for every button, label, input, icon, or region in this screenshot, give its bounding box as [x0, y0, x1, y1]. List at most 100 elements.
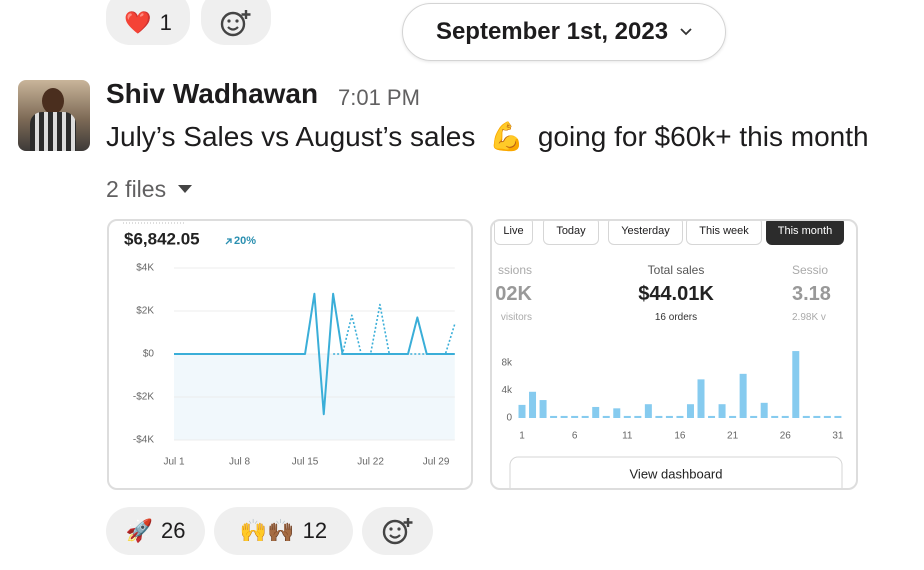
up-arrow [225, 238, 232, 245]
stat-value: $44.01K [638, 283, 714, 305]
add-reaction-icon [382, 518, 412, 545]
bar [708, 415, 716, 418]
y-tick-label: -$4K [133, 435, 154, 446]
bar [813, 415, 821, 418]
x-tick-label: 26 [780, 431, 792, 442]
tab[interactable]: This month [766, 221, 844, 245]
bar [823, 415, 831, 418]
line-chart: $6,842.05 20% $4K $2K $0 -$2K -$4K Jul 1 Jul 8… [123, 222, 456, 468]
reaction-count: 12 [302, 518, 328, 543]
reaction-emoji: 🚀 [125, 518, 153, 543]
bar [634, 415, 642, 418]
bar [792, 351, 800, 418]
bar [623, 415, 631, 418]
stat-label: Sessio [792, 263, 829, 277]
stat-label: ssions [497, 263, 532, 277]
y-tick-label: $4K [136, 263, 154, 274]
files-toggle[interactable]: 2 files [106, 176, 193, 203]
bar [592, 406, 600, 418]
x-tick-label: 31 [832, 431, 844, 442]
file-preview[interactable]: $6,842.05 20% $4K $2K $0 -$2K -$4K Jul 1 Jul 8… [107, 219, 473, 490]
button-label: View dashboard [630, 466, 723, 481]
bar [781, 415, 789, 418]
stat-sub: 16 orders [654, 312, 698, 323]
tab[interactable]: Live [494, 221, 533, 245]
bar [613, 408, 621, 418]
timestamp[interactable]: 7:01 PM [338, 85, 420, 110]
author[interactable]: Shiv Wadhawan [106, 78, 319, 109]
line-series [333, 303, 456, 355]
date-divider[interactable]: September 1st, 2023 [402, 3, 726, 61]
reaction-count: 1 [159, 9, 172, 35]
x-tick-label: Jul 15 [292, 457, 319, 468]
chevron [680, 28, 692, 36]
date-label: September 1st, 2023 [435, 18, 669, 45]
bar [539, 400, 547, 418]
x-tick-label: 21 [727, 431, 739, 442]
x-tick-label: Jul 8 [229, 457, 251, 468]
bar [802, 415, 810, 418]
bar [644, 404, 652, 418]
total: $6,842.05 [124, 229, 200, 248]
avatar[interactable] [18, 80, 90, 151]
file-preview[interactable]: View dashboard 0 4k 8k 1 6 11 16 21 26 31 Live Tod… [490, 219, 858, 490]
bar [550, 415, 558, 418]
bar [602, 415, 610, 418]
message-text-part: going for $60k+ this month [537, 121, 869, 152]
bar [760, 402, 768, 418]
stat-value: 3.18 [792, 283, 831, 305]
bar [665, 415, 673, 418]
x-tick-label: 6 [572, 431, 578, 442]
message-text: July’s Sales vs August’s sales 💪 going f… [106, 120, 869, 153]
bar [697, 379, 705, 418]
bar [750, 415, 758, 418]
tab[interactable]: This week [686, 221, 762, 245]
button[interactable] [509, 456, 843, 488]
y-tick-label: 0 [506, 413, 512, 424]
x-tick-label: 11 [622, 431, 633, 442]
y-tick-label: $0 [143, 349, 155, 360]
bar [729, 415, 737, 418]
tab[interactable]: Today [543, 221, 599, 245]
bar [529, 391, 537, 418]
bar [518, 404, 526, 418]
bar [676, 415, 684, 418]
x-tick-label: 16 [674, 431, 686, 442]
reaction-emoji: ❤️ [124, 9, 152, 35]
reaction[interactable]: ❤️ 1 [106, 0, 190, 45]
caret [178, 185, 193, 193]
y-tick-label: 8k [501, 357, 513, 368]
bar [655, 415, 663, 418]
change: 20% [234, 235, 256, 247]
files-label: 2 files [106, 176, 167, 202]
bar [739, 373, 747, 418]
bar [718, 404, 726, 418]
add-reaction[interactable] [362, 507, 433, 555]
add-reaction-icon [220, 9, 251, 36]
add-reaction[interactable] [201, 0, 271, 45]
x-tick-label: Jul 22 [357, 457, 384, 468]
bar [581, 415, 589, 418]
stat-value: 02K [495, 283, 532, 305]
x-tick-label: 1 [519, 431, 525, 442]
bar [560, 415, 568, 418]
reaction[interactable]: 🙌🙌🏾 12 [214, 507, 353, 555]
bar [771, 415, 779, 418]
stat-sub: 2.98K v [792, 312, 826, 323]
y-tick-label: 4k [501, 385, 513, 396]
reaction[interactable]: 🚀 26 [106, 507, 205, 555]
x-tick-label: Jul 1 [163, 457, 185, 468]
stat-label: Total sales [647, 263, 705, 277]
bar [834, 415, 842, 418]
y-tick-label: -$2K [133, 392, 154, 403]
y-tick-label: $2K [136, 306, 154, 317]
reaction-emoji: 🙌🙌🏾 [239, 518, 295, 543]
tab[interactable]: Yesterday [608, 221, 683, 245]
stat-sub: visitors [500, 312, 532, 323]
message-text-part: July’s Sales vs August’s sales [106, 121, 476, 152]
bar [571, 415, 579, 418]
reaction-count: 26 [160, 518, 186, 543]
bar [686, 404, 694, 418]
